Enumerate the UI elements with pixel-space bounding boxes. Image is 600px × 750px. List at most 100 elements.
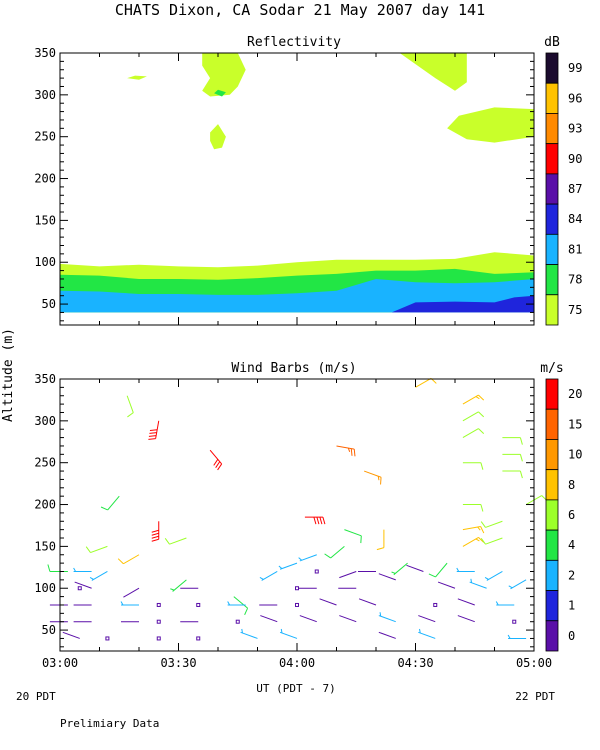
barb-feather xyxy=(217,463,223,471)
barb-feather xyxy=(100,506,108,511)
colorbar-swatch xyxy=(545,52,559,84)
barb-feather xyxy=(475,538,480,542)
wind-barb xyxy=(47,564,68,572)
y-tick-label: 350 xyxy=(34,46,56,60)
wind-barb xyxy=(484,571,503,581)
barb-staff xyxy=(91,571,108,581)
colorbar-swatch xyxy=(545,113,559,145)
wind-barb xyxy=(240,628,258,639)
barb-staff xyxy=(172,579,187,592)
figure-title: CHATS Dixon, CA Sodar 21 May 2007 day 14… xyxy=(115,1,485,19)
colorbar-swatch xyxy=(545,559,559,591)
wind-barbs-title: Wind Barbs (m/s) xyxy=(231,361,356,376)
wind-barb xyxy=(480,520,503,528)
barb-feather xyxy=(478,394,485,401)
barb-feather xyxy=(360,535,362,544)
wind-barb xyxy=(170,579,187,592)
barb-feather xyxy=(278,565,283,569)
barb-feather xyxy=(324,553,331,559)
colorbar-tick-label: 1 xyxy=(568,599,575,613)
wind-barb xyxy=(376,529,385,551)
reflectivity-colorbar-label: dB xyxy=(544,35,560,50)
barb-feather xyxy=(259,577,264,580)
wind-barb xyxy=(196,602,201,607)
barb-feather xyxy=(151,529,159,533)
x-axis-label: UT (PDT - 7) xyxy=(256,682,335,695)
wind-barb xyxy=(462,504,484,512)
barb-feather xyxy=(470,578,473,583)
wind-barb xyxy=(378,612,396,623)
calm-marker xyxy=(314,569,319,574)
barb-feather xyxy=(478,428,485,435)
wind-barb xyxy=(502,453,523,462)
barb-feather xyxy=(428,573,436,578)
wind-barb xyxy=(480,537,503,545)
barb-staff xyxy=(437,581,456,589)
calm-marker xyxy=(156,636,161,641)
wind-barb xyxy=(406,564,424,572)
y-tick-label: 300 xyxy=(34,414,56,428)
barb-staff xyxy=(469,581,487,589)
wind-barb xyxy=(85,545,108,554)
wind-barb xyxy=(339,615,357,623)
colorbar-swatch xyxy=(545,529,559,561)
wind-barb xyxy=(314,569,319,574)
barb-staff xyxy=(406,564,424,572)
barb-staff xyxy=(344,529,362,537)
barb-feather xyxy=(164,537,170,545)
wind-barb xyxy=(502,437,523,445)
barb-staff xyxy=(330,546,345,559)
colorbar-tick-label: 4 xyxy=(568,538,575,552)
barb-feather xyxy=(244,607,249,616)
colorbar-tick-label: 75 xyxy=(568,303,582,317)
wind-barb xyxy=(378,631,396,639)
wind-barbs-plot-frame xyxy=(59,378,535,652)
wind-barb xyxy=(462,536,485,547)
barb-feather xyxy=(353,449,356,457)
y-tick-label: 100 xyxy=(34,581,56,595)
colorbar-swatch xyxy=(545,590,559,622)
wind-barb xyxy=(378,573,396,581)
reflectivity-patch xyxy=(399,53,467,91)
barb-staff xyxy=(336,445,355,450)
barb-feather xyxy=(151,538,159,542)
x-tick-label: 03:00 xyxy=(42,656,78,670)
wind-barb xyxy=(77,586,82,591)
wind-barb xyxy=(278,562,298,570)
barb-feather xyxy=(350,448,353,456)
barb-staff xyxy=(378,631,396,639)
colorbar-tick-label: 0 xyxy=(568,629,575,643)
wind-barb xyxy=(126,395,134,418)
colorbar-tick-label: 96 xyxy=(568,91,582,105)
y-tick-label: 350 xyxy=(34,372,56,386)
barb-feather xyxy=(380,477,382,485)
wind-barb xyxy=(304,516,326,525)
barb-feather xyxy=(280,628,283,634)
wind-barb xyxy=(279,628,298,639)
wind-barb xyxy=(433,602,438,607)
x-tick-label: 05:00 xyxy=(516,656,552,670)
wind-barb xyxy=(428,562,448,578)
barb-staff xyxy=(319,598,337,606)
barb-feather xyxy=(480,521,486,528)
wind-barb xyxy=(462,526,485,534)
colorbar-swatch xyxy=(545,173,559,205)
colorbar-tick-label: 78 xyxy=(568,273,582,287)
barb-feather xyxy=(478,537,485,543)
wind-barb xyxy=(391,562,408,576)
barb-staff xyxy=(279,631,298,639)
colorbar-tick-label: 10 xyxy=(568,448,582,462)
barb-feather xyxy=(484,577,489,580)
y-tick-label: 300 xyxy=(34,88,56,102)
wind-barb xyxy=(462,411,485,422)
barb-feather xyxy=(456,567,460,572)
wind-barb xyxy=(196,636,201,641)
colorbar-tick-label: 84 xyxy=(568,212,582,226)
barb-staff xyxy=(485,537,503,545)
barb-feather xyxy=(319,516,323,525)
reflectivity-title: Reflectivity xyxy=(247,35,341,50)
colorbar-swatch xyxy=(545,233,559,265)
wind-barb xyxy=(437,581,456,589)
colorbar-swatch xyxy=(545,469,559,501)
wind-barb xyxy=(418,628,436,639)
